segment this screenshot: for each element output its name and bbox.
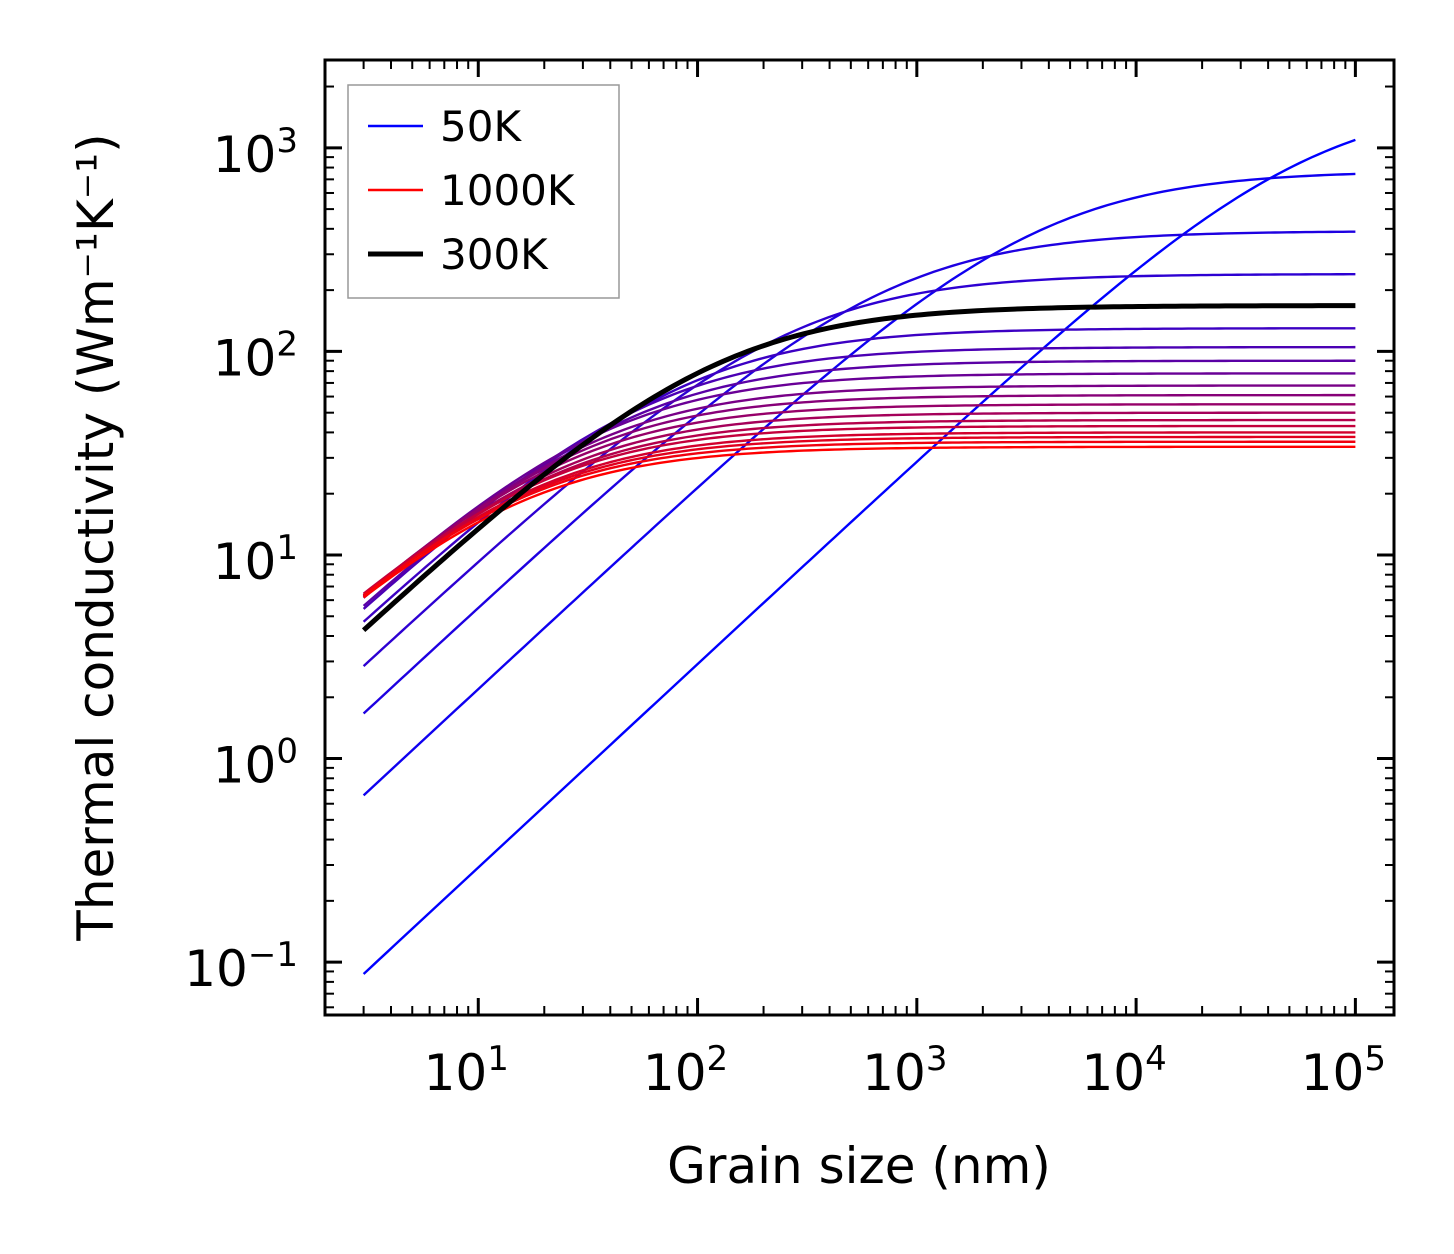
series-layer <box>361 138 1356 975</box>
series-line-17 <box>362 440 1356 597</box>
series-line-11 <box>362 403 1356 597</box>
series-line-10 <box>362 393 1356 597</box>
x-tick-label: 102 <box>643 1039 728 1102</box>
legend-entries: 50K 1000K 300K <box>368 102 576 279</box>
legend-label: 300K <box>440 230 549 279</box>
series-line-18 <box>362 445 1356 599</box>
series-line-5 <box>362 327 1356 623</box>
x-tick-label: 101 <box>424 1039 509 1102</box>
series-line-15 <box>362 431 1356 597</box>
series-line-16 <box>362 435 1356 597</box>
plot-frame <box>323 58 1396 1017</box>
y-tick-label: 102 <box>213 324 298 387</box>
series-line-2 <box>362 172 1356 797</box>
series-line-9 <box>362 384 1356 599</box>
series-line-1 <box>362 138 1356 975</box>
x-tick-label: 104 <box>1081 1039 1166 1102</box>
legend: 50K 1000K 300K <box>347 84 620 299</box>
series-line-300k <box>361 303 1356 633</box>
x-tick-label: 105 <box>1301 1039 1386 1102</box>
x-axis-label: Grain size (nm) <box>667 1137 1051 1195</box>
series-line-4 <box>362 273 1356 667</box>
y-tick-labels: 10−1 100 101 102 103 <box>184 121 298 998</box>
y-tick-label: 100 <box>213 732 298 795</box>
series-line-14 <box>362 424 1356 595</box>
legend-box <box>347 84 620 299</box>
legend-label: 50K <box>440 102 522 151</box>
x-tick-labels: 101 102 103 104 105 <box>424 1039 1386 1102</box>
y-tick-label: 103 <box>213 121 298 184</box>
series-line-3 <box>362 230 1356 715</box>
y-tick-label: 10−1 <box>184 935 298 998</box>
y-tick-label: 101 <box>213 528 298 591</box>
series-line-8 <box>362 372 1356 599</box>
y-axis-label: Thermal conductivity (Wm⁻¹K⁻¹) <box>67 133 125 941</box>
x-tick-label: 103 <box>862 1039 947 1102</box>
legend-label: 1000K <box>440 166 576 215</box>
